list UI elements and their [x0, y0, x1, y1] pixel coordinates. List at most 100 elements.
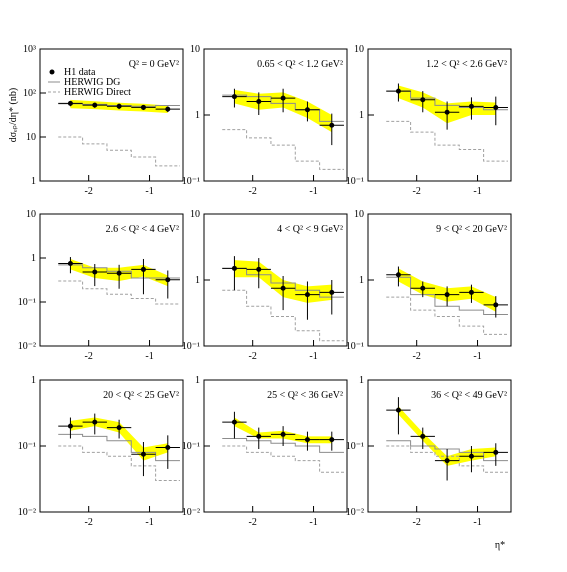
data-point [140, 451, 146, 457]
x-axis-label: η* [495, 540, 505, 551]
data-point [304, 107, 310, 113]
data-point [116, 103, 122, 109]
y-tick-label: 10 [26, 132, 36, 143]
herwig-dg [58, 264, 180, 279]
panel-label: 20 < Q² < 25 GeV² [103, 390, 179, 401]
y-tick-label: 10⁻² [18, 341, 36, 352]
x-tick-label: -1 [473, 517, 481, 528]
y-tick-label: 1 [31, 375, 36, 386]
x-tick-label: -1 [473, 351, 481, 362]
data-point [444, 458, 450, 464]
data-point [67, 100, 73, 106]
frame [39, 48, 184, 182]
data-point [493, 449, 499, 455]
x-tick-label: -2 [249, 517, 257, 528]
data-point [493, 104, 499, 110]
x-tick-label: -2 [413, 351, 421, 362]
y-tick-label: 10 [26, 209, 36, 220]
data-point [329, 437, 335, 443]
data-point [116, 425, 122, 431]
data-point [92, 419, 98, 425]
frame [39, 213, 184, 347]
data-point [165, 277, 171, 283]
data-point [92, 269, 98, 275]
herwig-direct [58, 280, 180, 305]
data-point [329, 289, 335, 295]
x-tick-label: -1 [309, 517, 317, 528]
y-tick-label: 10 [354, 209, 364, 220]
data-point [420, 285, 426, 291]
data-point [468, 103, 474, 109]
y-tick-label: 10⁻¹ [182, 176, 200, 187]
data-point [92, 102, 98, 108]
data-point [67, 423, 73, 429]
x-tick-label: -1 [145, 517, 153, 528]
y-tick-label: 10⁻¹ [182, 441, 200, 452]
panel-label: 1.2 < Q² < 2.6 GeV² [426, 59, 507, 70]
data-point [140, 266, 146, 272]
data-point [280, 285, 286, 291]
data-point [256, 266, 262, 272]
legend-label: HERWIG DG [64, 77, 120, 88]
y-tick-label: 1 [195, 110, 200, 121]
data-point [165, 106, 171, 112]
data-point [280, 431, 286, 437]
panel-label: 0.65 < Q² < 1.2 GeV² [257, 59, 343, 70]
data-point [165, 444, 171, 450]
data-point [468, 453, 474, 459]
legend-marker [49, 69, 55, 75]
y-tick-label: 10⁻¹ [346, 341, 364, 352]
panel-label: Q² = 0 GeV² [129, 59, 179, 70]
x-tick-label: -2 [249, 351, 257, 362]
y-tick-label: 1 [31, 253, 36, 264]
data-point [140, 104, 146, 110]
y-tick-label: 10⁻¹ [182, 341, 200, 352]
panel-label: 36 < Q² < 49 GeV² [431, 390, 507, 401]
herwig-direct [222, 445, 344, 473]
x-tick-label: -2 [413, 517, 421, 528]
herwig-direct [222, 129, 344, 170]
data-point [280, 95, 286, 101]
x-tick-label: -1 [309, 186, 317, 197]
x-tick-label: -2 [85, 517, 93, 528]
x-tick-label: -2 [249, 186, 257, 197]
y-tick-label: 10 [190, 209, 200, 220]
herwig-direct [386, 120, 508, 162]
y-tick-label: 1 [359, 275, 364, 286]
panel-label: 25 < Q² < 36 GeV² [267, 390, 343, 401]
data-point [420, 433, 426, 439]
x-tick-label: -1 [145, 351, 153, 362]
y-tick-label: 10⁻² [182, 507, 200, 518]
panel-label: 9 < Q² < 20 GeV² [436, 224, 507, 235]
data-point [444, 109, 450, 115]
y-tick-label: 10⁻¹ [18, 441, 36, 452]
herwig-direct [222, 289, 344, 342]
data-point [304, 437, 310, 443]
data-point [468, 289, 474, 295]
data-point [420, 97, 426, 103]
data-point [231, 94, 237, 100]
data-point [395, 88, 401, 94]
data-point [329, 122, 335, 128]
y-tick-label: 1 [31, 176, 36, 187]
herwig-direct [58, 136, 180, 167]
herwig-direct [386, 296, 508, 335]
x-tick-label: -1 [473, 186, 481, 197]
data-point [444, 292, 450, 298]
y-tick-label: 10² [23, 88, 36, 99]
x-tick-label: -2 [85, 186, 93, 197]
data-point [395, 407, 401, 413]
herwig-direct [58, 445, 180, 482]
y-tick-label: 10³ [23, 44, 36, 55]
y-tick-label: 1 [359, 110, 364, 121]
data-point [493, 302, 499, 308]
data-point [231, 419, 237, 425]
data-point [256, 99, 262, 105]
data-point [116, 270, 122, 276]
y-tick-label: 10⁻² [18, 507, 36, 518]
data-point [231, 265, 237, 271]
panel-label: 2.6 < Q² < 4 GeV² [106, 224, 179, 235]
data-point [395, 272, 401, 278]
y-tick-label: 10⁻² [346, 507, 364, 518]
